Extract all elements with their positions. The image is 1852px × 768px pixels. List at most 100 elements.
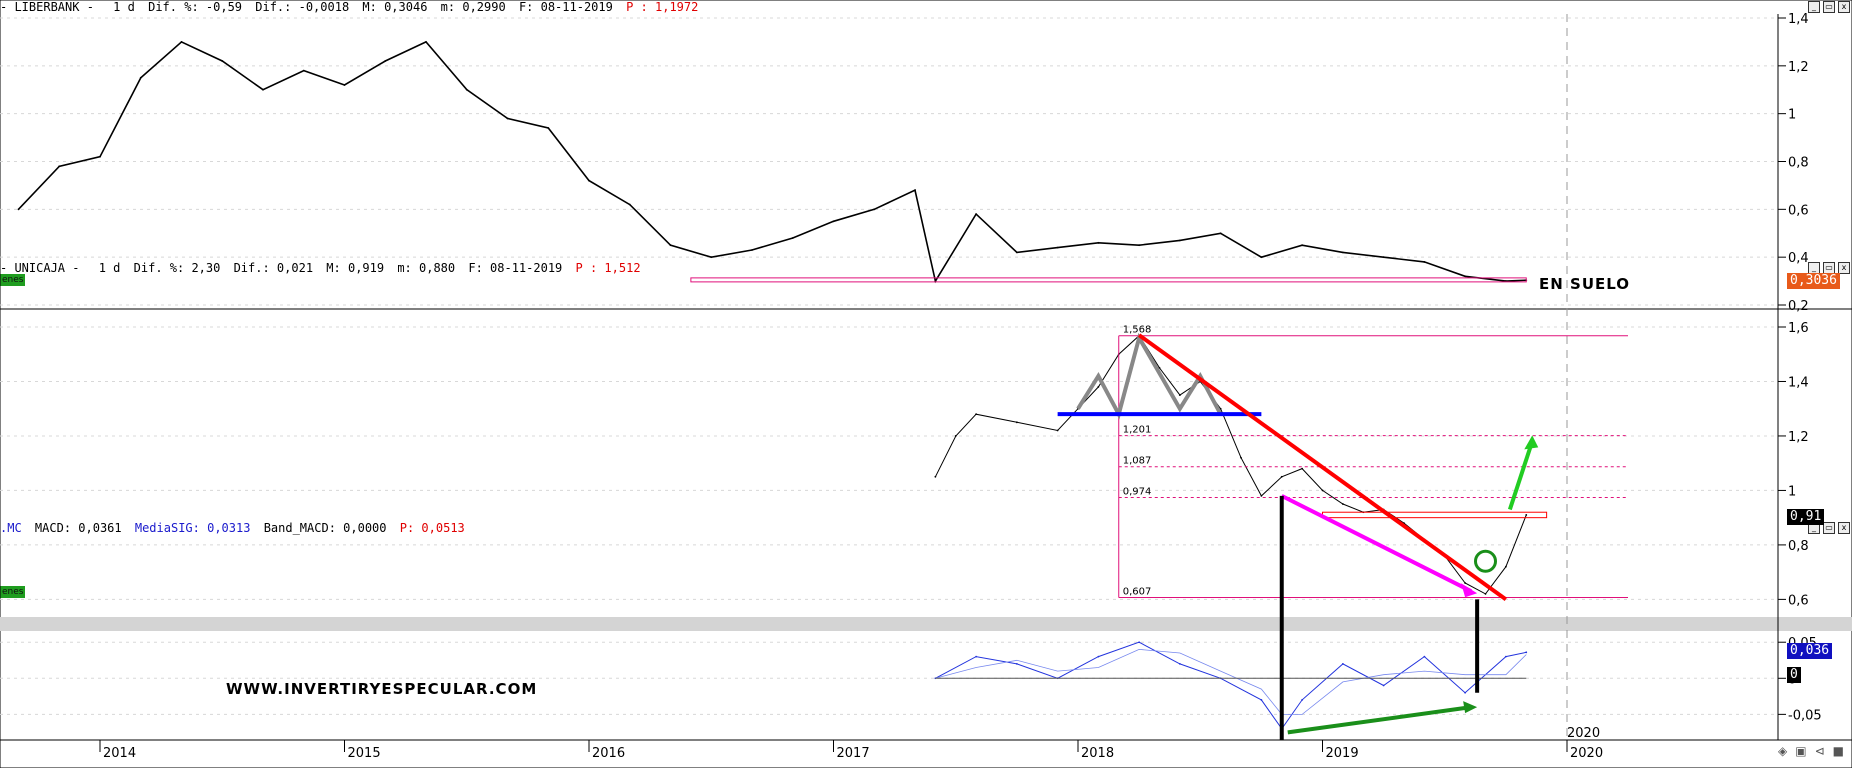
macd-divergence-arrowhead xyxy=(1463,701,1478,714)
data-point xyxy=(751,249,753,251)
close-button[interactable]: x xyxy=(1838,1,1850,13)
y-tick-label: 1,4 xyxy=(1788,12,1809,27)
fib-level-label: 1,087 xyxy=(1123,456,1152,467)
en-suelo-annotation: EN SUELO xyxy=(1539,275,1631,293)
data-point xyxy=(1015,251,1018,254)
data-point xyxy=(465,88,468,91)
data-point xyxy=(832,220,835,223)
data-point xyxy=(1138,244,1141,247)
data-point xyxy=(1423,655,1426,658)
data-point xyxy=(669,244,672,247)
top-panel-tag: enes xyxy=(0,274,26,286)
data-point xyxy=(1504,655,1507,658)
x-tick-label: 2015 xyxy=(348,746,381,761)
minimize-button[interactable]: _ xyxy=(1808,1,1820,13)
data-point xyxy=(791,237,794,239)
data-point xyxy=(1015,421,1018,424)
data-point xyxy=(1138,641,1141,644)
save-icon[interactable]: ▣ xyxy=(1795,744,1807,758)
palette-icon[interactable]: ◈ xyxy=(1778,744,1788,758)
data-point xyxy=(1178,394,1181,396)
data-point xyxy=(975,213,978,216)
macd-mediasig: MediaSIG: 0,0313 xyxy=(134,521,251,535)
data-point xyxy=(1341,662,1344,665)
data-point xyxy=(1321,489,1324,492)
series-line-1 xyxy=(934,334,1527,595)
data-point xyxy=(343,84,346,86)
macd-last-value: 0,036 xyxy=(1787,643,1833,659)
y-tick-label: 1 xyxy=(1788,484,1796,499)
bottom-toolbar: ◈ ▣ ⊲ ■ xyxy=(1778,744,1844,758)
data-point xyxy=(1423,261,1426,263)
data-point xyxy=(262,88,264,91)
data-point xyxy=(934,475,937,478)
minimize-button[interactable]: _ xyxy=(1808,262,1820,274)
data-point xyxy=(975,655,978,658)
data-point xyxy=(1382,256,1385,259)
data-point xyxy=(1525,651,1528,654)
data-point xyxy=(1260,256,1263,259)
y-tick-label: 1,6 xyxy=(1788,321,1809,336)
top-panel-header: - LIBERBANK - 1 d Dif. %: -0,59 Dif.: -0… xyxy=(0,0,704,14)
watermark: WWW.INVERTIRYESPECULAR.COM xyxy=(226,680,538,698)
data-point xyxy=(1341,503,1344,505)
breakout-circle xyxy=(1474,549,1497,573)
data-point xyxy=(425,41,427,43)
maximize-button[interactable]: ▭ xyxy=(1823,1,1835,13)
y-tick-label: 0,2 xyxy=(1788,299,1809,314)
middle-min: m: 0,880 xyxy=(397,261,456,275)
macd-zero-chip: 0 xyxy=(1787,667,1801,683)
fib-level-label: 0,974 xyxy=(1123,487,1152,498)
stop-icon[interactable]: ■ xyxy=(1832,744,1844,758)
data-point xyxy=(914,189,916,192)
data-point xyxy=(139,76,142,79)
fib-level-label: 1,201 xyxy=(1123,425,1152,436)
data-point xyxy=(1484,593,1487,595)
macd-band: Band_MACD: 0,0000 xyxy=(263,521,387,535)
target-arrowhead xyxy=(1524,435,1539,450)
y-tick-label: 0,4 xyxy=(1788,251,1809,266)
data-point xyxy=(1015,662,1018,665)
top-p-label: P : 1,1972 xyxy=(626,0,699,14)
data-point xyxy=(17,208,20,211)
data-point xyxy=(1240,456,1242,459)
y-tick-label: 1,2 xyxy=(1788,60,1809,75)
middle-max: M: 0,919 xyxy=(326,261,385,275)
data-point xyxy=(1056,429,1059,432)
y-tick-label: 1,2 xyxy=(1788,430,1809,445)
data-point xyxy=(1301,467,1304,470)
top-last-value: 0,3036 xyxy=(1787,273,1840,289)
data-point xyxy=(710,256,713,259)
close-button[interactable]: x xyxy=(1838,522,1850,534)
x-tick-label: 2020 xyxy=(1570,746,1603,761)
maximize-button[interactable]: ▭ xyxy=(1823,522,1835,534)
data-point xyxy=(1301,244,1304,247)
top-dif-pct: Dif. %: -0,59 xyxy=(148,0,243,14)
data-point xyxy=(1260,494,1263,497)
data-point xyxy=(628,203,631,206)
target-arrow xyxy=(1507,440,1535,511)
y-tick-label: 0,8 xyxy=(1788,539,1809,554)
y-tick-label: 0,6 xyxy=(1788,593,1809,608)
data-point xyxy=(384,60,387,62)
y-tick-label: 1,4 xyxy=(1788,375,1809,390)
data-point xyxy=(1382,684,1385,687)
data-point xyxy=(873,208,876,211)
top-dif: Dif.: -0,0018 xyxy=(255,0,350,14)
close-button[interactable]: x xyxy=(1838,262,1850,274)
data-point xyxy=(302,69,305,72)
data-point xyxy=(1178,662,1181,665)
y-tick-label: 0,8 xyxy=(1788,156,1809,171)
price-divergence-arrow xyxy=(1280,494,1473,593)
signal-line xyxy=(935,648,1527,715)
macd-p-label: P: 0,0513 xyxy=(399,521,465,535)
middle-dif-pct: Dif. %: 2,30 xyxy=(133,261,221,275)
top-min: m: 0,2990 xyxy=(440,0,506,14)
data-point xyxy=(1464,691,1467,694)
pin-icon[interactable]: ⊲ xyxy=(1814,744,1825,758)
top-symbol: - LIBERBANK - xyxy=(0,0,94,14)
x-tick-label: 2016 xyxy=(592,746,625,761)
data-point xyxy=(58,165,61,168)
